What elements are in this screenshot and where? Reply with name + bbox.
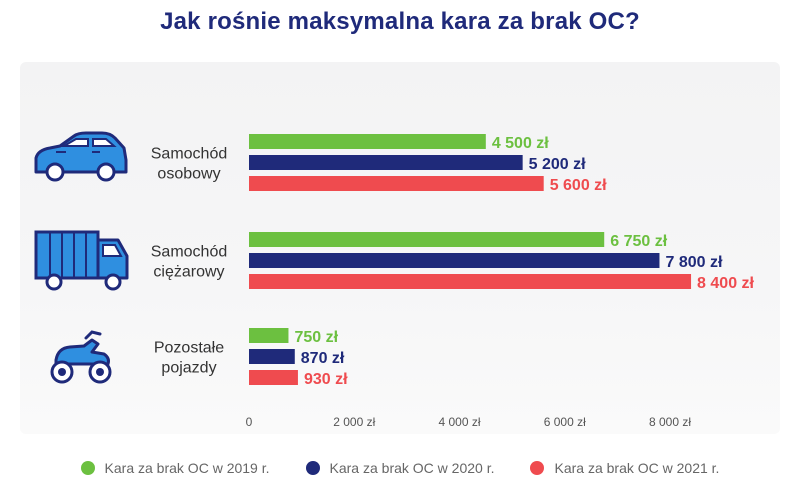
x-tick-label: 6 000 zł [544,415,586,429]
x-tick-label: 8 000 zł [649,415,691,429]
legend-swatch-2019 [80,461,95,475]
bar-2019-cat1 [249,134,486,149]
category-label-1: Samochód osobowy [151,146,228,183]
data-label-2020-cat1: 5 200 zł [529,156,586,173]
legend-label-2021: Kara za brak OC w 2021 r. [554,460,720,476]
bar-2019-cat3 [249,328,289,343]
legend-item-2020: Kara za brak OC w 2020 r. [305,460,495,476]
legend-swatch-2021 [530,461,545,475]
legend-swatch-2020 [305,461,320,475]
data-label-2019-cat1: 4 500 zł [492,135,549,152]
data-label-2020-cat2: 7 800 zł [665,254,722,271]
truck-icon [34,230,129,291]
bar-2021-cat2 [249,274,692,289]
data-label-2021-cat1: 5 600 zł [550,177,607,194]
legend: Kara za brak OC w 2019 r. Kara za brak O… [0,460,800,476]
car-icon [34,131,128,182]
bar-2020-cat3 [249,349,295,364]
bar-2021-cat1 [249,176,544,191]
quad-icon [50,330,112,384]
x-tick-label: 0 [246,415,253,429]
data-label-2021-cat2: 8 400 zł [697,275,754,292]
legend-item-2019: Kara za brak OC w 2019 r. [80,460,270,476]
chart-panel [20,62,780,434]
data-label-2021-cat3: 930 zł [304,371,348,388]
chart-title: Jak rośnie maksymalna kara za brak OC? [160,8,640,35]
data-label-2020-cat3: 870 zł [301,350,345,367]
bar-chart: Samochód osobowy Samochód ciężarowy Pozostał… [34,131,755,429]
data-label-2019-cat3: 750 zł [294,329,338,346]
legend-label-2020: Kara za brak OC w 2020 r. [329,460,495,476]
bar-2021-cat3 [249,370,298,385]
bar-2019-cat2 [249,232,605,247]
legend-label-2019: Kara za brak OC w 2019 r. [104,460,270,476]
x-tick-label: 4 000 zł [438,415,480,429]
x-tick-label: 2 000 zł [333,415,375,429]
bar-2020-cat1 [249,155,523,170]
category-label-3: Pozostałe pojazdy [154,340,224,377]
category-label-2: Samochód ciężarowy [151,244,228,281]
legend-item-2021: Kara za brak OC w 2021 r. [530,460,719,476]
data-label-2019-cat2: 6 750 zł [610,233,667,250]
bar-2020-cat2 [249,253,660,268]
